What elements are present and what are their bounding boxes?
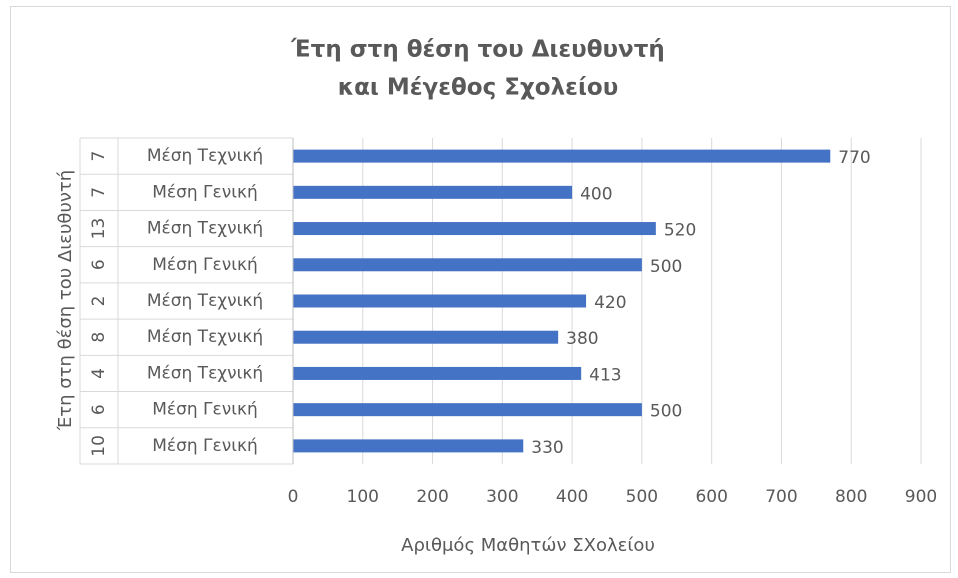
y-axis-title: Έτη στη θέση του Διευθυντή bbox=[55, 170, 76, 431]
y-tick-label: Μέση Τεχνική bbox=[147, 146, 263, 166]
x-tick-label: 300 bbox=[486, 487, 518, 507]
x-axis-title: Αριθμός Μαθητών ΣΧολείου bbox=[401, 535, 655, 556]
y-group-label: 8 bbox=[89, 332, 109, 343]
x-tick-label: 900 bbox=[905, 487, 937, 507]
bar bbox=[293, 403, 642, 417]
bar bbox=[293, 149, 831, 163]
y-tick-label: Μέση Τεχνική bbox=[147, 363, 263, 383]
y-group-label: 6 bbox=[89, 404, 109, 415]
data-label: 413 bbox=[589, 365, 621, 385]
bar bbox=[293, 366, 582, 380]
bar bbox=[293, 294, 587, 308]
y-tick-label: Μέση Τεχνική bbox=[147, 291, 263, 311]
y-group-label: 13 bbox=[89, 218, 109, 240]
data-label: 770 bbox=[838, 148, 870, 168]
bar bbox=[293, 185, 573, 199]
y-group-label: 7 bbox=[89, 187, 109, 198]
y-tick-label: Μέση Γενική bbox=[152, 182, 258, 202]
x-tick-label: 200 bbox=[416, 487, 448, 507]
x-tick-label: 800 bbox=[835, 487, 867, 507]
bar bbox=[293, 222, 656, 236]
y-tick-label: Μέση Τεχνική bbox=[147, 219, 263, 239]
chart-title: Έτη στη θέση του Διευθυντή bbox=[290, 37, 665, 63]
data-label: 420 bbox=[594, 293, 626, 313]
y-tick-label: Μέση Τεχνική bbox=[147, 327, 263, 347]
y-tick-label: Μέση Γενική bbox=[152, 400, 258, 420]
data-label: 400 bbox=[580, 184, 612, 204]
x-tick-label: 100 bbox=[347, 487, 379, 507]
x-tick-label: 700 bbox=[765, 487, 797, 507]
chart-title: και Μέγεθος Σχολείου bbox=[338, 75, 619, 101]
bar bbox=[293, 439, 524, 453]
x-tick-label: 0 bbox=[288, 487, 299, 507]
y-group-label: 7 bbox=[89, 151, 109, 162]
bar bbox=[293, 330, 559, 344]
data-label: 500 bbox=[650, 402, 682, 422]
y-group-label: 6 bbox=[89, 259, 109, 270]
x-tick-label: 400 bbox=[556, 487, 588, 507]
y-tick-label: Μέση Γενική bbox=[152, 255, 258, 275]
y-group-label: 10 bbox=[89, 435, 109, 457]
chart-border bbox=[10, 6, 951, 573]
data-label: 520 bbox=[664, 221, 696, 241]
data-label: 380 bbox=[566, 329, 598, 349]
bar bbox=[293, 258, 642, 272]
x-tick-label: 500 bbox=[626, 487, 658, 507]
y-tick-label: Μέση Γενική bbox=[152, 436, 258, 456]
data-label: 500 bbox=[650, 257, 682, 277]
x-tick-label: 600 bbox=[695, 487, 727, 507]
y-group-label: 4 bbox=[89, 368, 109, 379]
data-label: 330 bbox=[531, 438, 563, 458]
y-group-label: 2 bbox=[89, 296, 109, 307]
